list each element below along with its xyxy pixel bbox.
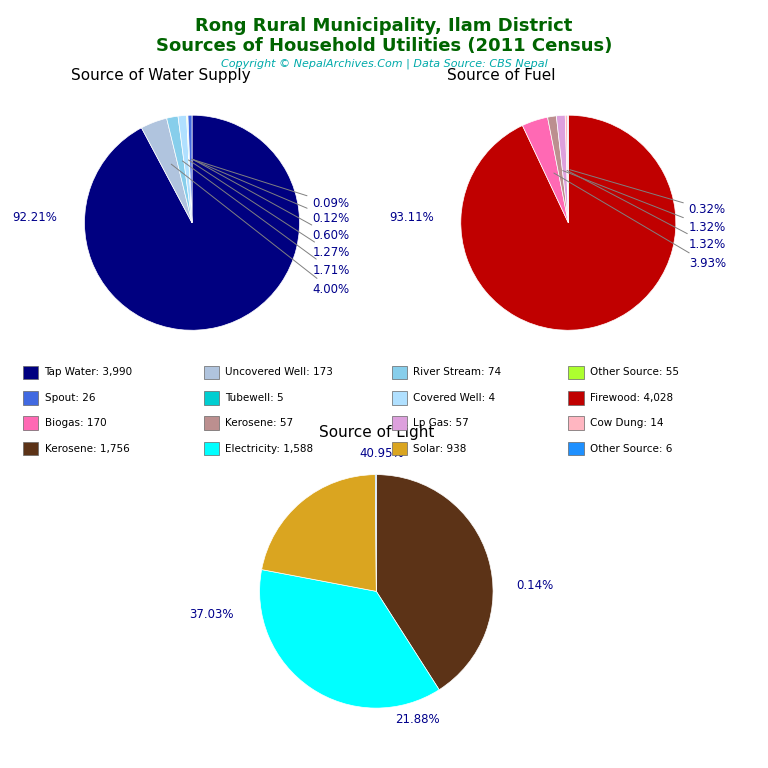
Text: Other Source: 6: Other Source: 6 [590, 443, 672, 454]
Wedge shape [84, 115, 300, 330]
Text: 0.12%: 0.12% [192, 159, 349, 225]
Text: 93.11%: 93.11% [389, 211, 434, 223]
Wedge shape [260, 570, 439, 708]
Wedge shape [167, 116, 192, 223]
Wedge shape [178, 115, 192, 223]
Wedge shape [461, 115, 676, 330]
Text: Rong Rural Municipality, Ilam District: Rong Rural Municipality, Ilam District [195, 17, 573, 35]
Text: Sources of Household Utilities (2011 Census): Sources of Household Utilities (2011 Cen… [156, 37, 612, 55]
Wedge shape [188, 115, 192, 223]
Wedge shape [262, 475, 376, 591]
Text: River Stream: 74: River Stream: 74 [413, 367, 502, 378]
Text: 1.32%: 1.32% [567, 170, 726, 250]
Text: Cow Dung: 14: Cow Dung: 14 [590, 418, 664, 429]
Text: Tap Water: 3,990: Tap Water: 3,990 [45, 367, 133, 378]
Text: Covered Well: 4: Covered Well: 4 [413, 392, 495, 403]
Text: 21.88%: 21.88% [395, 713, 439, 727]
Wedge shape [187, 115, 192, 223]
Wedge shape [141, 118, 192, 223]
Text: Kerosene: 1,756: Kerosene: 1,756 [45, 443, 129, 454]
Text: 4.00%: 4.00% [171, 164, 349, 296]
Text: 37.03%: 37.03% [190, 608, 234, 621]
Text: Kerosene: 57: Kerosene: 57 [225, 418, 293, 429]
Text: Uncovered Well: 173: Uncovered Well: 173 [225, 367, 333, 378]
Wedge shape [556, 115, 568, 223]
Wedge shape [565, 115, 568, 223]
Text: 0.32%: 0.32% [570, 170, 726, 217]
Text: Electricity: 1,588: Electricity: 1,588 [225, 443, 313, 454]
Text: 3.93%: 3.93% [554, 173, 726, 270]
Title: Source of Light: Source of Light [319, 425, 434, 440]
Wedge shape [376, 475, 493, 690]
Text: Tubewell: 5: Tubewell: 5 [225, 392, 283, 403]
Text: 1.32%: 1.32% [563, 170, 726, 233]
Text: 0.14%: 0.14% [516, 579, 554, 592]
Wedge shape [522, 118, 568, 223]
Text: 92.21%: 92.21% [13, 211, 58, 223]
Text: Firewood: 4,028: Firewood: 4,028 [590, 392, 673, 403]
Wedge shape [187, 115, 192, 223]
Text: 1.27%: 1.27% [188, 160, 349, 260]
Text: Lp Gas: 57: Lp Gas: 57 [413, 418, 469, 429]
Text: 0.60%: 0.60% [194, 160, 349, 242]
Text: Source of Fuel: Source of Fuel [447, 68, 556, 83]
Text: 1.71%: 1.71% [183, 161, 349, 276]
Text: Biogas: 170: Biogas: 170 [45, 418, 106, 429]
Text: 0.09%: 0.09% [191, 159, 349, 210]
Text: Source of Water Supply: Source of Water Supply [71, 68, 250, 83]
Text: 40.95%: 40.95% [360, 447, 405, 460]
Text: Copyright © NepalArchives.Com | Data Source: CBS Nepal: Copyright © NepalArchives.Com | Data Sou… [220, 58, 548, 69]
Text: Spout: 26: Spout: 26 [45, 392, 95, 403]
Wedge shape [548, 116, 568, 223]
Text: Solar: 938: Solar: 938 [413, 443, 466, 454]
Text: Other Source: 55: Other Source: 55 [590, 367, 679, 378]
